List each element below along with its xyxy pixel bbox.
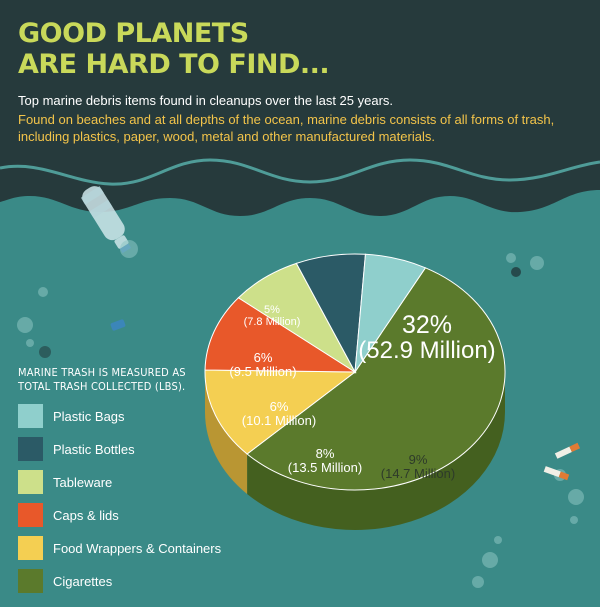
title-line-2: Are Hard to Find... [18,49,330,80]
page-description: Found on beaches and at all depths of th… [18,112,555,144]
pie-label-value-food-wrappers-containers: (14.7 Million) [381,466,455,481]
dark-bubble [511,267,521,277]
legend-swatch [18,437,43,461]
header-wave-band [0,0,600,216]
title-line-1: Good Planets [18,18,249,49]
pie-label-value-plastic-bags: (7.8 Million) [244,316,301,328]
bottle-cap-icon [110,319,126,331]
legend-swatch [18,404,43,428]
legend-item-food-wrappers-containers: Food Wrappers & Containers [18,536,221,560]
legend-title-line-1: Marine trash is measured as [18,366,186,379]
pie-slice-food-wrappers-containers [204,369,357,455]
legend-item-tableware: Tableware [18,470,221,494]
legend-swatch [18,536,43,560]
legend-items: Plastic Bags Plastic Bottles Tableware Caps… [18,404,221,593]
pie-label-value-tableware: (10.1 Million) [242,413,316,428]
pie-label-percent-caps-lids: 8% [316,446,335,461]
cigarette-butt-icon [554,442,581,459]
pie-label-percent-plastic-bags: 5% [264,304,280,316]
legend-title-line-2: total trash collected (lbs). [18,380,186,393]
legend-item-caps-lids: Caps & lids [18,503,221,527]
plastic-bottle-icon [80,186,132,254]
pie-side-cigarettes [247,372,505,531]
legend-label: Plastic Bags [53,408,125,424]
bubbles [17,240,584,588]
legend: Marine trash is measured as total trash … [18,366,221,602]
legend-swatch [18,503,43,527]
legend-item-plastic-bags: Plastic Bags [18,404,221,428]
pie-label-percent-plastic-bottles: 6% [254,350,273,365]
pie-chart-top [204,253,506,491]
pie-slice-plastic-bags [354,253,427,374]
legend-item-plastic-bottles: Plastic Bottles [18,437,221,461]
legend-swatch [18,470,43,494]
legend-swatch [18,569,43,593]
pie-label-value-plastic-bottles: (9.5 Million) [229,364,296,379]
legend-label: Tableware [53,474,113,490]
legend-title: Marine trash is measured as total trash … [18,366,221,394]
legend-label: Food Wrappers & Containers [53,540,222,556]
pie-chart-labels: 32%(52.9 Million) 9%(14.7 Million) 8%(13.5… [229,304,495,481]
legend-label: Plastic Bottles [53,441,135,457]
legend-label: Caps & lids [53,507,119,523]
legend-label: Cigarettes [53,573,113,589]
legend-item-cigarettes: Cigarettes [18,569,221,593]
pie-label-percent-tableware: 6% [270,399,289,414]
wave-line [0,158,600,186]
dark-bubble [39,346,51,358]
pie-slice-caps-lids [204,297,357,373]
page-subtitle: Top marine debris items found in cleanup… [18,93,394,108]
pie-label-value-caps-lids: (13.5 Million) [288,460,362,475]
pie-label-percent-cigarettes: 32% [402,311,452,339]
pie-label-value-cigarettes: (52.9 Million) [358,337,495,364]
cigarette-butt-icon [543,466,570,481]
pie-label-percent-food-wrappers-containers: 9% [409,452,428,467]
pie-slice-cigarettes [246,267,506,491]
page-title: Good Planets Are Hard to Find... [18,18,330,80]
